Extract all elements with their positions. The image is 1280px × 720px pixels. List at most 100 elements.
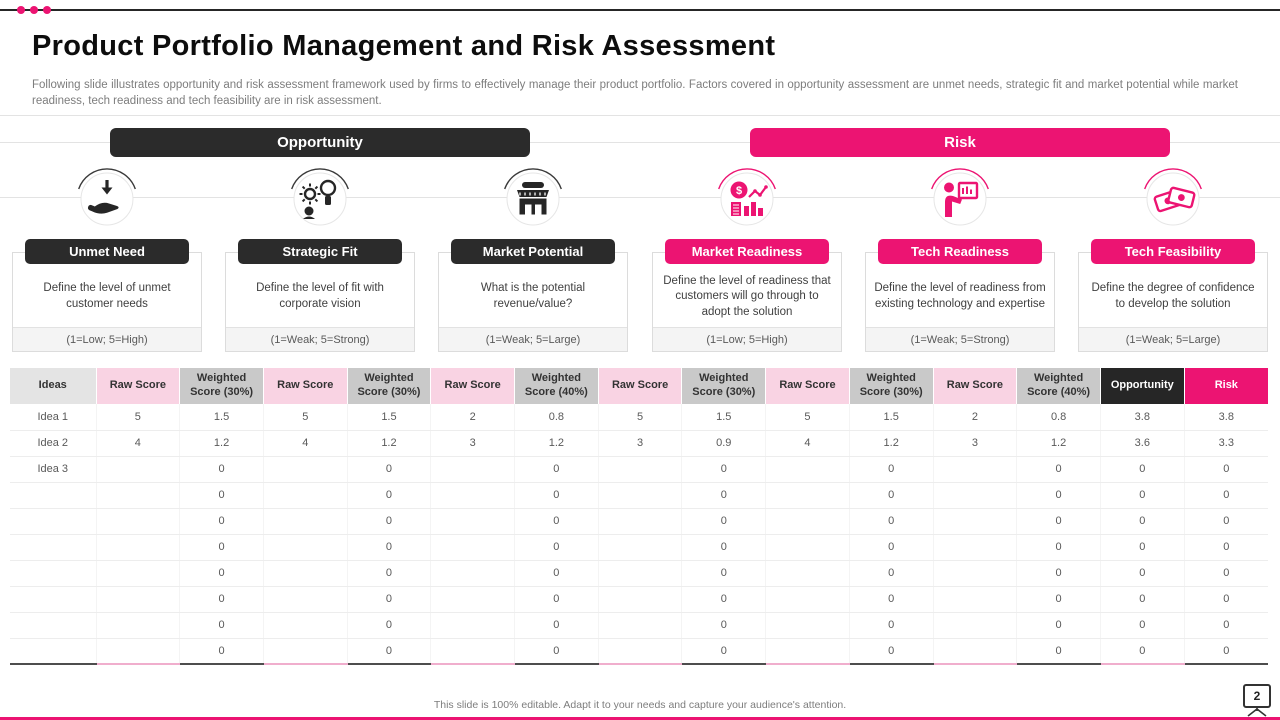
table-cell: [10, 612, 96, 639]
hand-receive-badge: [78, 168, 136, 226]
table-cell: 0: [1183, 534, 1268, 561]
idea-head-gear-icon: [299, 179, 337, 219]
table-cell: [765, 586, 850, 613]
table-cell: 0: [1099, 612, 1185, 639]
table-cell: 3: [430, 430, 515, 457]
table-cell: 3: [932, 430, 1017, 457]
table-cell: 0: [346, 482, 431, 509]
page-subtitle: Following slide illustrates opportunity …: [32, 79, 1238, 107]
table-cell: 0: [848, 482, 934, 509]
factor-scale: (1=Weak; 5=Strong): [866, 327, 1054, 351]
table-cell: 0: [1183, 586, 1268, 613]
factor-scale: (1=Weak; 5=Large): [439, 327, 627, 351]
table-cell: [430, 508, 515, 535]
table-cell: 0: [1016, 560, 1101, 587]
table-cell: 0: [848, 534, 934, 561]
table-cell: 3.8: [1183, 404, 1268, 431]
table-cell: 0: [1183, 560, 1268, 587]
column-header: Raw Score: [95, 368, 180, 404]
table-cell: 5: [765, 404, 850, 431]
table-cell: 0: [1099, 586, 1185, 613]
table-cell: 0: [514, 560, 599, 587]
factor-description: Define the level of fit with corporate v…: [256, 282, 384, 310]
table-cell: 0: [514, 612, 599, 639]
table-row: Idea 2 4 1.2 4 1.2 3 1.2 3 0.9 4 1.2 3 1.2 3.6 3.3: [10, 430, 1268, 457]
table-cell: [765, 482, 850, 509]
column-header: Risk: [1183, 368, 1268, 404]
table-cell: 0: [514, 586, 599, 613]
table-cell: 0.8: [1016, 404, 1101, 431]
table-cell: [765, 534, 850, 561]
table-cell: 1.2: [1016, 430, 1101, 457]
table-cell: 0.9: [681, 430, 766, 457]
table-cell: 0: [179, 482, 264, 509]
banknotes-icon: [1153, 186, 1196, 213]
factor-title: Unmet Need: [25, 239, 189, 264]
table-cell: 0: [1016, 508, 1101, 535]
table-cell: 0: [681, 456, 766, 483]
table-cell: 0: [848, 612, 934, 639]
table-cell: 0: [179, 456, 264, 483]
table-cell: [95, 612, 180, 639]
table-cell: 2: [430, 404, 515, 431]
table-cell: [95, 534, 180, 561]
table-cell: [932, 612, 1017, 639]
table-cell: 0: [179, 508, 264, 535]
table-cell: [597, 456, 682, 483]
table-cell: 1.2: [346, 430, 431, 457]
table-cell: 0: [848, 586, 934, 613]
table-cell: [430, 560, 515, 587]
table-cell: 0: [681, 560, 766, 587]
table-cell: [95, 456, 180, 483]
page-number: 2: [1253, 689, 1261, 703]
table-cell: [10, 638, 96, 665]
column-header: Weighted Score (30%): [681, 368, 766, 404]
table-cell: 1.2: [848, 430, 934, 457]
table-cell: 0: [681, 586, 766, 613]
table-cell: 4: [95, 430, 180, 457]
table-cell: [262, 456, 348, 483]
accent-dot: [17, 6, 25, 14]
table-cell: [932, 456, 1017, 483]
page-number-badge: 2: [1243, 684, 1271, 708]
column-header: Raw Score: [932, 368, 1017, 404]
table-cell: [95, 638, 180, 665]
column-header: Raw Score: [430, 368, 515, 404]
table-cell: 0: [1183, 612, 1268, 639]
table-cell: [932, 534, 1017, 561]
table-cell: [95, 482, 180, 509]
table-cell: [765, 638, 850, 665]
table-cell: 0: [1099, 534, 1185, 561]
table-cell: 0: [1016, 482, 1101, 509]
table-cell: 0: [346, 612, 431, 639]
factor-scale: (1=Low; 5=High): [653, 327, 841, 351]
table-cell: [10, 534, 96, 561]
page-title: Product Portfolio Management and Risk As…: [32, 30, 776, 62]
table-cell: [932, 508, 1017, 535]
table-cell: 0: [514, 638, 599, 665]
column-header: Weighted Score (30%): [346, 368, 431, 404]
decorative-line: [0, 142, 1280, 143]
table-cell: [765, 456, 850, 483]
table-cell: 0: [514, 534, 599, 561]
table-cell: [597, 560, 682, 587]
scoring-table: Ideas Raw Score Weighted Score (30%) Raw Sc…: [10, 368, 1268, 665]
table-cell: 0: [681, 482, 766, 509]
table-cell: [262, 560, 348, 587]
table-cell: 0: [346, 560, 431, 587]
table-cell: [430, 612, 515, 639]
factor-scale: (1=Weak; 5=Large): [1079, 327, 1267, 351]
factor-scale: (1=Low; 5=High): [13, 327, 201, 351]
table-cell: 0: [1016, 586, 1101, 613]
table-cell: 0: [179, 638, 264, 665]
table-cell: 0: [346, 534, 431, 561]
factor-card-strategic-fit: Strategic Fit Define the level of fit wit…: [225, 239, 415, 352]
table-cell: 0: [1099, 560, 1185, 587]
table-cell: [430, 638, 515, 665]
idea-head-gear-badge: [291, 168, 349, 226]
